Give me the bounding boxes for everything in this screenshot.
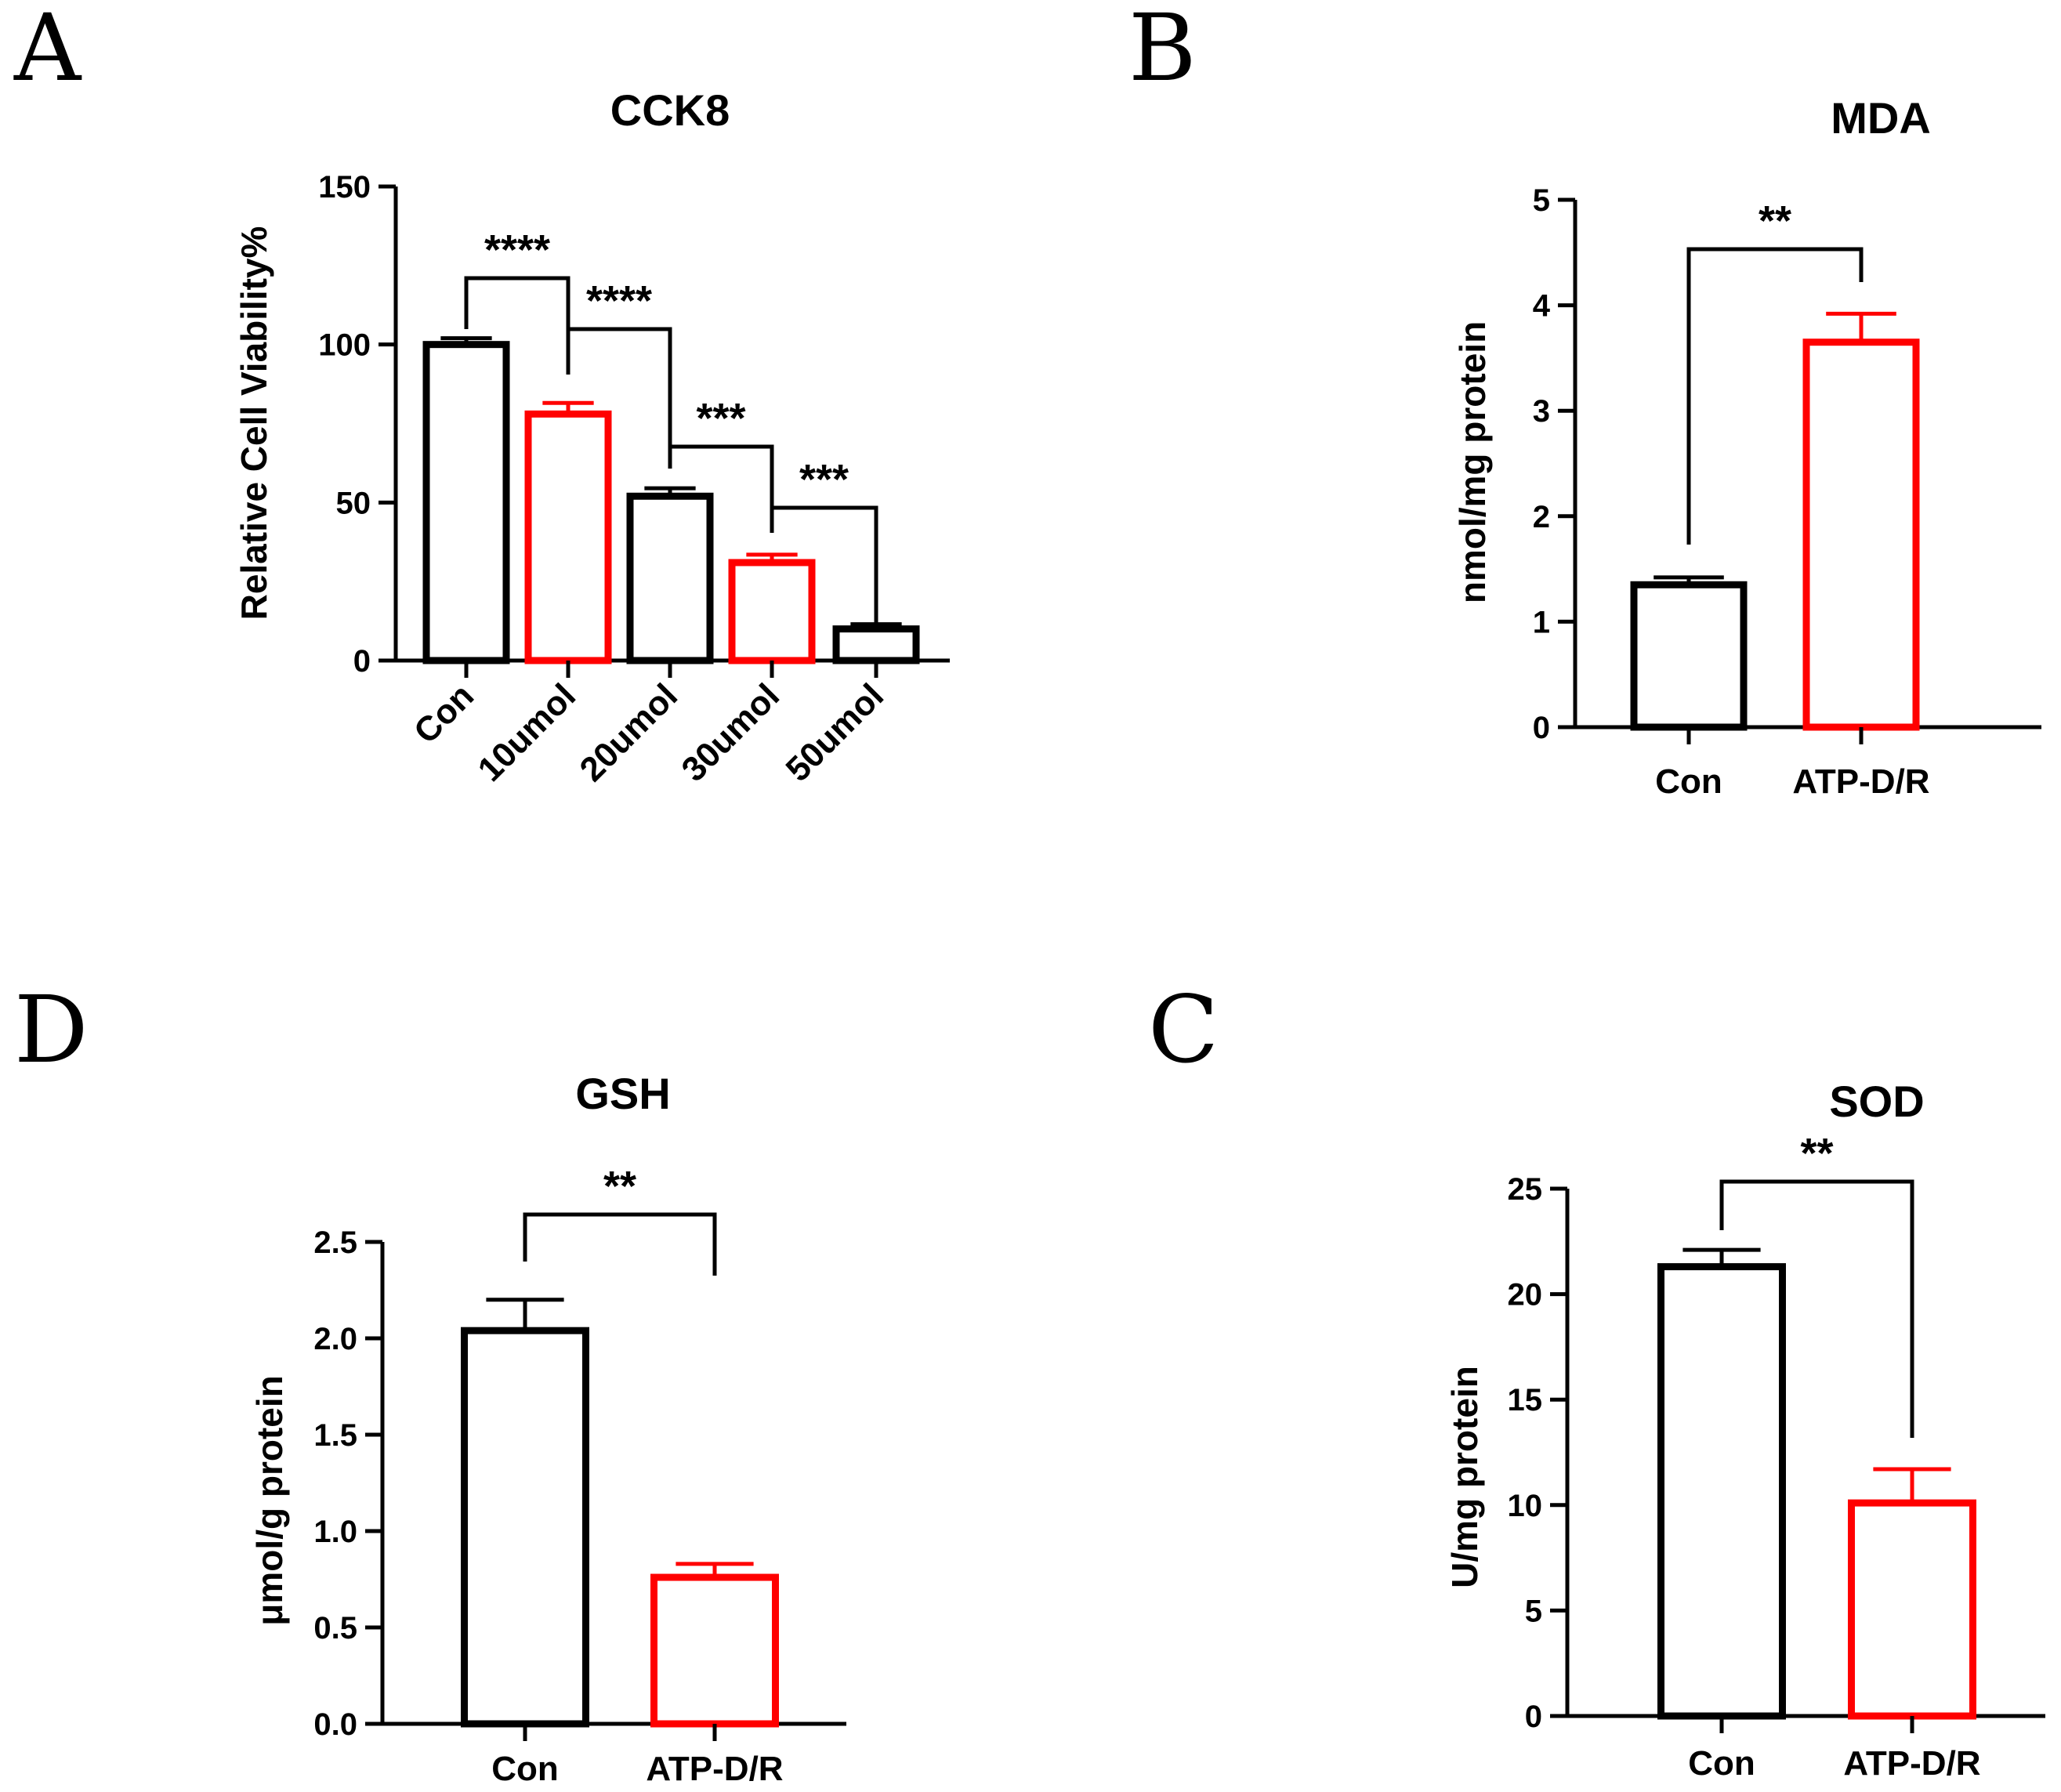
significance-bracket (566, 327, 672, 466)
significance-bracket (770, 505, 878, 623)
chart-title: CCK8 (610, 85, 730, 135)
y-tick-label: 5 (1533, 183, 1550, 218)
y-tick-label: 2 (1533, 500, 1550, 534)
y-tick-label: 1.5 (313, 1418, 357, 1453)
significance-bracket (464, 276, 570, 368)
significance-label: **** (484, 226, 550, 273)
bar-30umol (728, 559, 816, 664)
panel-letter: A (13, 0, 82, 102)
significance-label: *** (696, 395, 745, 442)
y-tick-label: 10 (1508, 1489, 1543, 1523)
y-tick-label: 1 (1533, 605, 1550, 639)
panel-d: D GSH μmol/g protein 0.0 0.5 1.0 1.5 2.0 2.5 C… (14, 976, 846, 1788)
x-tick-label: 20umol (572, 676, 685, 789)
y-tick-label: 2.0 (313, 1322, 357, 1356)
significance-label: ** (1800, 1130, 1833, 1177)
bar-ATP-D/R (1848, 1499, 1976, 1720)
panel-letter: D (14, 976, 89, 1084)
y-tick-label: 150 (318, 170, 371, 205)
chart-title: SOD (1829, 1077, 1924, 1126)
significance-label: ** (1759, 197, 1791, 244)
y-tick-label: 100 (318, 328, 371, 363)
y-tick-label: 20 (1508, 1278, 1543, 1312)
significance-bracket (668, 444, 774, 523)
significance-bracket (1686, 247, 1864, 545)
x-tick-label: 10umol (470, 676, 583, 789)
bar-50umol (832, 625, 920, 664)
y-tick-label: 0 (1533, 711, 1550, 745)
chart-title: MDA (1831, 93, 1931, 143)
bar-ATP-D/R (650, 1573, 779, 1728)
x-tick-label: 50umol (778, 676, 891, 789)
x-tick-label: ATP-D/R (1792, 762, 1929, 801)
significance-label: ** (603, 1163, 636, 1210)
significance-label: **** (586, 277, 652, 324)
x-tick-label: Con (1655, 762, 1722, 801)
y-tick-label: 4 (1533, 289, 1551, 324)
significance-bracket (1719, 1179, 1914, 1438)
bar-Con (461, 1327, 589, 1728)
y-tick-label: 1.0 (313, 1515, 357, 1549)
y-tick-label: 15 (1508, 1383, 1543, 1417)
bar-Con (1630, 581, 1748, 731)
panel-letter: C (1148, 976, 1219, 1084)
y-tick-label: 0 (1525, 1700, 1542, 1734)
chart-title: GSH (575, 1069, 670, 1118)
bar-Con (422, 341, 510, 664)
y-tick-label: 50 (336, 486, 371, 520)
y-tick-label: 25 (1508, 1172, 1543, 1207)
panel-letter: B (1128, 0, 1197, 102)
bar-Con (1657, 1263, 1786, 1720)
x-tick-label: ATP-D/R (1843, 1744, 1980, 1783)
x-tick-label: 30umol (674, 676, 787, 789)
y-axis-label: μmol/g protein (249, 1375, 290, 1625)
x-tick-label: Con (491, 1750, 559, 1788)
y-tick-label: 2.5 (313, 1225, 357, 1260)
y-axis-label: Relative Cell Viability% (234, 226, 274, 621)
y-tick-label: 0.5 (313, 1611, 357, 1645)
panel-a: A CCK8 Relative Cell Viability% 0 50 100 15… (13, 0, 950, 789)
bar-20umol (626, 492, 714, 664)
y-tick-label: 0.0 (313, 1707, 357, 1742)
bar-10umol (524, 410, 612, 664)
panel-c: C SOD U/mg protein 0 5 10 15 20 25 Con ATP-D/R *… (1148, 976, 2045, 1783)
y-axis-label: nmol/mg protein (1452, 321, 1493, 603)
x-tick-label: Con (1688, 1744, 1755, 1783)
y-tick-label: 3 (1533, 394, 1550, 429)
y-axis-label: U/mg protein (1444, 1366, 1485, 1588)
significance-label: *** (799, 456, 849, 503)
y-tick-label: 0 (353, 644, 371, 679)
x-tick-label: ATP-D/R (646, 1750, 783, 1788)
panel-b: B MDA nmol/mg protein 0 1 2 3 4 5 Con ATP-D/R ** (1128, 0, 2041, 801)
y-tick-label: 5 (1525, 1594, 1542, 1628)
x-tick-label: Con (407, 676, 481, 751)
significance-bracket (523, 1212, 717, 1276)
bar-ATP-D/R (1802, 338, 1920, 731)
